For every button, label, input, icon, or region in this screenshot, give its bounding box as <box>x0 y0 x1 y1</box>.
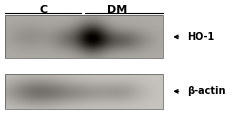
Text: β-actin: β-actin <box>187 86 226 96</box>
Text: HO-1: HO-1 <box>187 32 214 42</box>
Bar <box>5 15 163 58</box>
Text: DM: DM <box>107 5 127 15</box>
Bar <box>5 74 163 109</box>
Text: C: C <box>39 5 47 15</box>
